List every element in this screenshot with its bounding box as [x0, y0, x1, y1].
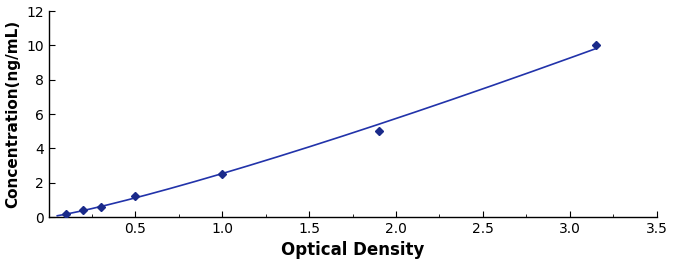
X-axis label: Optical Density: Optical Density: [281, 241, 424, 259]
Y-axis label: Concentration(ng/mL): Concentration(ng/mL): [5, 20, 21, 208]
